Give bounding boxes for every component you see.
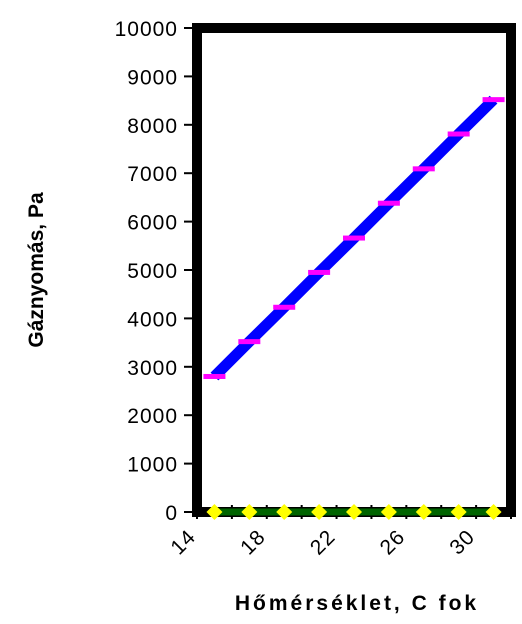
y-axis-title: Gáznyomás, Pa: [25, 192, 48, 348]
data-point: [447, 131, 470, 137]
x-tick-label: 18: [236, 525, 270, 559]
y-tick-label: 0: [165, 502, 178, 525]
y-tick-label: 8000: [127, 115, 178, 138]
plot-frame: [192, 23, 516, 517]
x-tick-label: 22: [306, 525, 340, 559]
data-point: [380, 504, 397, 520]
y-tick-label: 10000: [115, 18, 178, 41]
data-point: [346, 504, 362, 520]
data-point: [450, 504, 467, 520]
data-point: [377, 200, 400, 206]
data-point: [238, 339, 261, 345]
y-tick-label: 5000: [127, 260, 178, 283]
data-point: [206, 504, 223, 520]
x-tick-label: 30: [445, 525, 479, 559]
data-point: [308, 269, 331, 275]
data-point: [412, 166, 435, 172]
data-point: [276, 504, 293, 520]
x-axis-title: Hőmérséklet, C fok: [235, 592, 479, 615]
y-tick-label: 9000: [127, 66, 178, 89]
data-point: [311, 504, 328, 520]
data-point: [485, 504, 502, 520]
x-tick-label: 26: [376, 525, 410, 559]
y-tick-label: 6000: [127, 212, 178, 235]
data-point: [415, 504, 432, 520]
y-tick-label: 3000: [127, 357, 178, 380]
data-point: [482, 97, 505, 103]
data-point: [241, 504, 258, 520]
data-point: [343, 235, 365, 241]
data-point: [273, 304, 296, 310]
y-tick-label: 1000: [127, 454, 178, 477]
x-tick-label: 14: [166, 525, 200, 559]
series-layer: [203, 95, 505, 520]
y-tick-label: 4000: [127, 308, 178, 331]
y-axis: 0 1000 2000 3000 4000 5000 6000 7000 8000 9000 100…: [115, 18, 197, 525]
data-point: [203, 373, 226, 379]
y-tick-label: 2000: [127, 405, 178, 428]
y-tick-label: 7000: [127, 163, 178, 186]
